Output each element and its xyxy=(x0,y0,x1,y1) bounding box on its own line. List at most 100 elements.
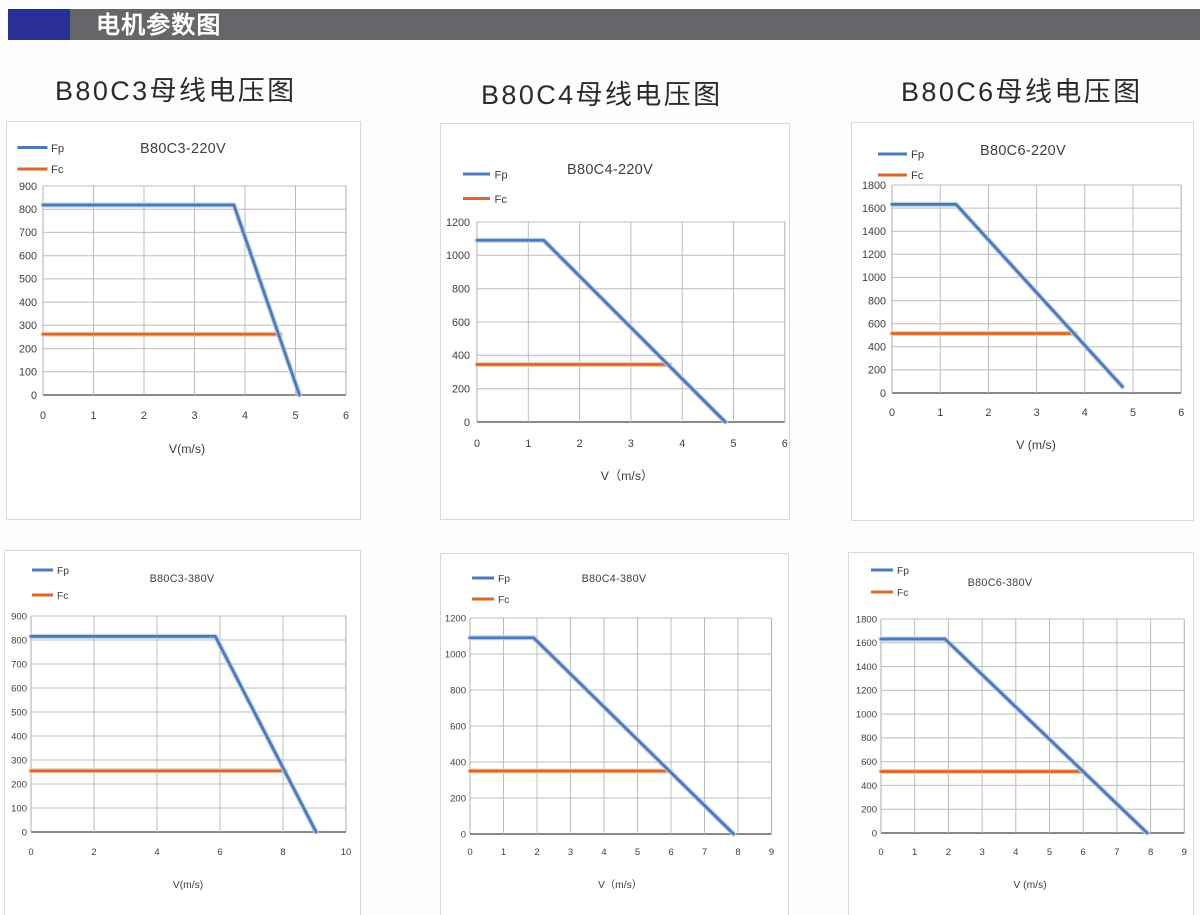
svg-text:1000: 1000 xyxy=(445,649,466,660)
svg-text:B80C4母线电压图: B80C4母线电压图 xyxy=(481,80,723,110)
svg-text:400: 400 xyxy=(452,350,470,362)
svg-text:9: 9 xyxy=(769,847,774,858)
svg-text:0: 0 xyxy=(889,407,895,419)
svg-text:1: 1 xyxy=(501,847,506,858)
svg-text:600: 600 xyxy=(452,317,470,329)
svg-text:0: 0 xyxy=(461,829,466,840)
svg-text:Fc: Fc xyxy=(495,194,508,206)
svg-text:0: 0 xyxy=(878,847,883,858)
svg-text:3: 3 xyxy=(568,847,573,858)
svg-text:Fc: Fc xyxy=(57,591,68,602)
svg-text:3: 3 xyxy=(1034,407,1040,419)
svg-text:500: 500 xyxy=(19,274,37,286)
svg-text:600: 600 xyxy=(861,757,877,768)
svg-text:200: 200 xyxy=(11,779,27,790)
svg-text:600: 600 xyxy=(11,683,27,694)
svg-text:4: 4 xyxy=(1013,847,1018,858)
svg-text:200: 200 xyxy=(450,793,466,804)
svg-text:1400: 1400 xyxy=(856,662,877,673)
svg-text:400: 400 xyxy=(11,731,27,742)
svg-text:电机参数图: 电机参数图 xyxy=(96,11,222,39)
svg-text:B80C6-220V: B80C6-220V xyxy=(980,143,1066,159)
svg-text:V（m/s）: V（m/s） xyxy=(601,469,654,483)
svg-text:B80C6-380V: B80C6-380V xyxy=(968,577,1033,589)
svg-text:0: 0 xyxy=(474,438,480,450)
svg-text:800: 800 xyxy=(452,283,470,295)
svg-text:700: 700 xyxy=(19,227,37,239)
svg-text:B80C6母线电压图: B80C6母线电压图 xyxy=(901,77,1143,107)
svg-text:Fp: Fp xyxy=(498,574,510,585)
svg-text:1400: 1400 xyxy=(862,226,886,238)
svg-text:5: 5 xyxy=(292,410,298,422)
svg-text:0: 0 xyxy=(40,410,46,422)
svg-text:1000: 1000 xyxy=(446,250,470,262)
svg-text:6: 6 xyxy=(343,410,349,422)
svg-text:3: 3 xyxy=(191,410,197,422)
svg-text:600: 600 xyxy=(868,318,886,330)
svg-text:4: 4 xyxy=(601,847,606,858)
svg-text:Fc: Fc xyxy=(498,595,509,606)
svg-text:400: 400 xyxy=(19,297,37,309)
svg-text:1200: 1200 xyxy=(445,613,466,624)
svg-text:0: 0 xyxy=(880,388,886,400)
svg-text:1000: 1000 xyxy=(856,709,877,720)
svg-text:8: 8 xyxy=(1148,847,1153,858)
svg-text:5: 5 xyxy=(1130,407,1136,419)
svg-text:5: 5 xyxy=(635,847,640,858)
svg-text:1600: 1600 xyxy=(862,203,886,215)
svg-text:4: 4 xyxy=(1082,407,1088,419)
svg-text:800: 800 xyxy=(868,295,886,307)
svg-text:10: 10 xyxy=(341,847,352,858)
svg-text:1200: 1200 xyxy=(446,217,470,229)
svg-text:400: 400 xyxy=(861,781,877,792)
svg-text:0: 0 xyxy=(464,417,470,429)
svg-text:B80C3-380V: B80C3-380V xyxy=(150,573,215,585)
svg-text:6: 6 xyxy=(668,847,673,858)
svg-text:1: 1 xyxy=(912,847,917,858)
svg-text:6: 6 xyxy=(217,847,222,858)
svg-text:1200: 1200 xyxy=(862,249,886,261)
svg-text:900: 900 xyxy=(11,611,27,622)
svg-text:400: 400 xyxy=(450,757,466,768)
svg-text:100: 100 xyxy=(11,803,27,814)
svg-text:1200: 1200 xyxy=(856,686,877,697)
svg-text:B80C3-220V: B80C3-220V xyxy=(140,141,226,157)
svg-text:V (m/s): V (m/s) xyxy=(1016,438,1056,452)
svg-text:400: 400 xyxy=(868,342,886,354)
svg-text:2: 2 xyxy=(946,847,951,858)
svg-text:700: 700 xyxy=(11,659,27,670)
svg-text:800: 800 xyxy=(450,685,466,696)
svg-text:600: 600 xyxy=(19,250,37,262)
svg-text:8: 8 xyxy=(280,847,285,858)
svg-text:5: 5 xyxy=(730,438,736,450)
svg-text:100: 100 xyxy=(19,367,37,379)
svg-text:500: 500 xyxy=(11,707,27,718)
svg-text:2: 2 xyxy=(91,847,96,858)
svg-text:Fc: Fc xyxy=(51,164,64,176)
svg-text:B80C4-220V: B80C4-220V xyxy=(567,162,653,178)
svg-text:Fp: Fp xyxy=(911,149,924,161)
svg-text:1000: 1000 xyxy=(862,272,886,284)
svg-text:4: 4 xyxy=(242,410,248,422)
svg-text:4: 4 xyxy=(154,847,159,858)
svg-text:0: 0 xyxy=(31,390,37,402)
svg-text:0: 0 xyxy=(28,847,33,858)
svg-text:Fp: Fp xyxy=(51,143,64,155)
svg-text:300: 300 xyxy=(11,755,27,766)
svg-text:2: 2 xyxy=(577,438,583,450)
svg-text:3: 3 xyxy=(979,847,984,858)
svg-text:2: 2 xyxy=(534,847,539,858)
svg-text:8: 8 xyxy=(735,847,740,858)
svg-text:6: 6 xyxy=(1178,407,1184,419)
svg-text:7: 7 xyxy=(1114,847,1119,858)
svg-text:1: 1 xyxy=(90,410,96,422)
svg-text:B80C3母线电压图: B80C3母线电压图 xyxy=(55,76,297,106)
svg-text:Fp: Fp xyxy=(495,170,508,182)
svg-text:V(m/s): V(m/s) xyxy=(173,880,203,891)
svg-text:1800: 1800 xyxy=(862,180,886,192)
svg-text:0: 0 xyxy=(467,847,472,858)
svg-text:800: 800 xyxy=(11,635,27,646)
svg-text:6: 6 xyxy=(1081,847,1086,858)
svg-text:800: 800 xyxy=(861,733,877,744)
svg-text:Fc: Fc xyxy=(911,170,924,182)
